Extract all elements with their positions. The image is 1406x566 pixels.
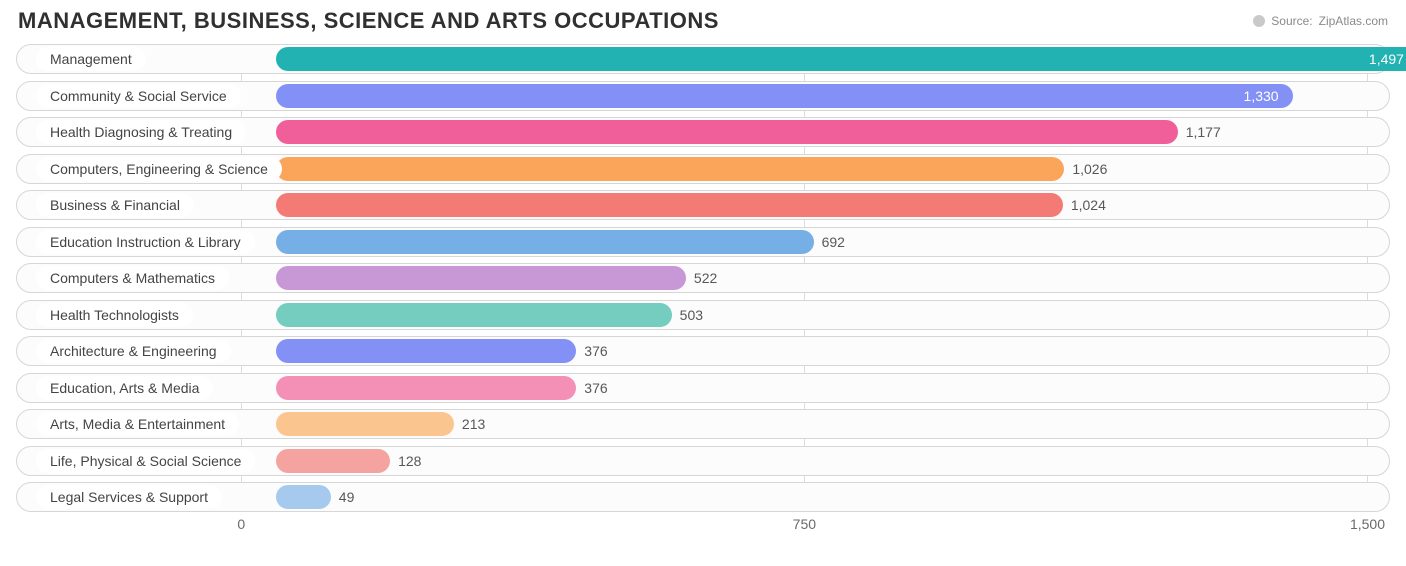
category-label: Community & Social Service <box>36 84 241 108</box>
bar-row: Life, Physical & Social Science 128 <box>16 446 1390 476</box>
category-label: Life, Physical & Social Science <box>36 449 255 473</box>
source-label: Source: <box>1271 14 1312 28</box>
category-label: Computers, Engineering & Science <box>36 157 282 181</box>
bar-row: Management1,497 <box>16 44 1390 74</box>
bar-row: Health Technologists 503 <box>16 300 1390 330</box>
bar-row: Health Diagnosing & Treating 1,177 <box>16 117 1390 147</box>
value-label: 49 <box>339 482 355 512</box>
value-label: 522 <box>694 263 717 293</box>
value-label: 503 <box>680 300 703 330</box>
bar-row: Community & Social Service 1,330 <box>16 81 1390 111</box>
x-axis: 0 750 1,500 <box>16 514 1390 536</box>
bar <box>276 485 331 509</box>
value-label: 1,026 <box>1072 154 1107 184</box>
value-label: 1,177 <box>1186 117 1221 147</box>
category-label: Health Technologists <box>36 303 193 327</box>
category-label: Management <box>36 47 146 71</box>
bar <box>276 84 1293 108</box>
x-axis-tick: 750 <box>793 516 816 532</box>
x-axis-tick: 0 <box>237 516 245 532</box>
bar <box>276 230 814 254</box>
bar <box>276 303 672 327</box>
source-dot-icon <box>1253 15 1265 27</box>
value-label: 692 <box>822 227 845 257</box>
source-name: ZipAtlas.com <box>1319 14 1388 28</box>
category-label: Business & Financial <box>36 193 194 217</box>
source-attribution: Source: ZipAtlas.com <box>1253 14 1388 28</box>
value-label: 213 <box>462 409 485 439</box>
bar <box>276 47 1406 71</box>
bar-track <box>16 373 1390 403</box>
category-label: Health Diagnosing & Treating <box>36 120 246 144</box>
x-axis-tick: 1,500 <box>1350 516 1385 532</box>
bar-row: Education Instruction & Library 692 <box>16 227 1390 257</box>
chart-area: Management1,497Community & Social Servic… <box>0 38 1406 566</box>
bar <box>276 449 390 473</box>
value-label: 1,497 <box>1369 44 1406 74</box>
bar-row: Architecture & Engineering 376 <box>16 336 1390 366</box>
value-label: 1,024 <box>1071 190 1106 220</box>
category-label: Architecture & Engineering <box>36 339 231 363</box>
bar <box>276 376 576 400</box>
bar <box>276 193 1063 217</box>
bar-row: Computers & Mathematics 522 <box>16 263 1390 293</box>
bar <box>276 120 1178 144</box>
category-label: Education Instruction & Library <box>36 230 255 254</box>
value-label: 1,330 <box>1244 81 1293 111</box>
bar <box>276 412 454 436</box>
value-label: 128 <box>398 446 421 476</box>
value-label: 376 <box>584 373 607 403</box>
bar <box>276 339 576 363</box>
chart-plot: Management1,497 Community & Social Servic… <box>16 44 1390 512</box>
chart-header: MANAGEMENT, BUSINESS, SCIENCE AND ARTS O… <box>0 0 1406 38</box>
chart-title: MANAGEMENT, BUSINESS, SCIENCE AND ARTS O… <box>18 8 719 34</box>
bar-row: Education, Arts & Media 376 <box>16 373 1390 403</box>
bar-rows-container: Management1,497 Community & Social Servic… <box>16 44 1390 512</box>
value-label: 376 <box>584 336 607 366</box>
category-label: Arts, Media & Entertainment <box>36 412 239 436</box>
category-label: Computers & Mathematics <box>36 266 229 290</box>
bar-row: Arts, Media & Entertainment 213 <box>16 409 1390 439</box>
bar-row: Computers, Engineering & Science 1,026 <box>16 154 1390 184</box>
category-label: Legal Services & Support <box>36 485 222 509</box>
bar <box>276 157 1064 181</box>
category-label: Education, Arts & Media <box>36 376 213 400</box>
bar-row: Business & Financial 1,024 <box>16 190 1390 220</box>
bar-track <box>16 482 1390 512</box>
bar-row: Legal Services & Support 49 <box>16 482 1390 512</box>
bar <box>276 266 686 290</box>
